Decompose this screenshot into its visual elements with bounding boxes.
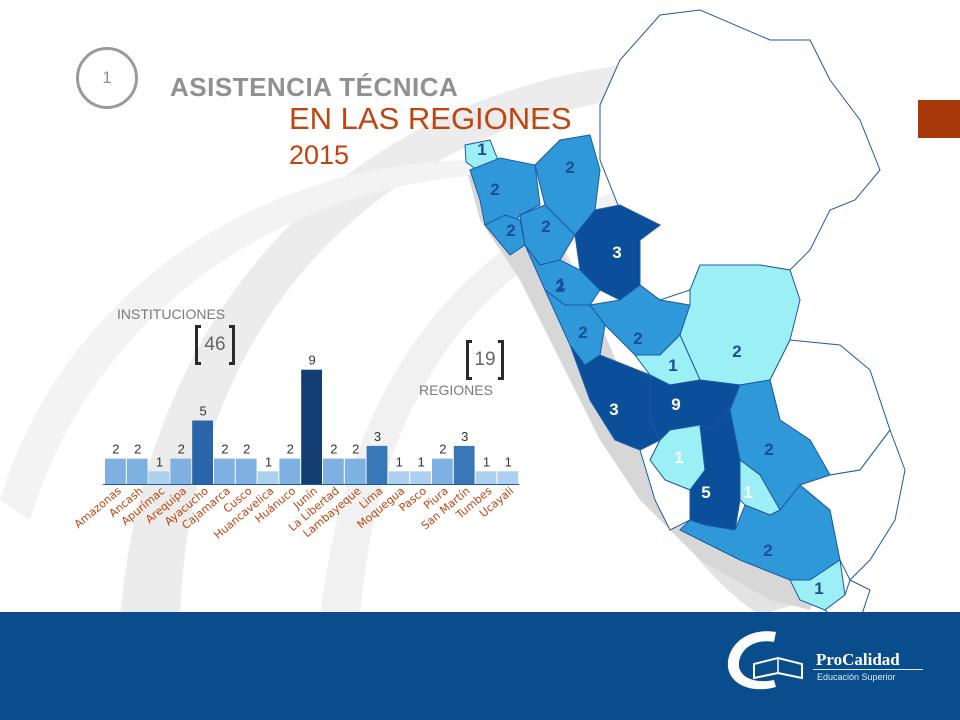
bar-0 <box>105 458 126 484</box>
background-arcs <box>0 58 810 620</box>
bar-value-label-9: 9 <box>308 353 315 368</box>
logo-divider <box>813 669 923 670</box>
bar-value-label-7: 1 <box>265 454 272 469</box>
bar-value-label-14: 1 <box>417 454 424 469</box>
bar-value-label-0: 2 <box>112 442 119 457</box>
bar-11 <box>344 458 366 484</box>
bar-3 <box>170 458 192 484</box>
footer-band <box>0 612 960 720</box>
bar-value-label-5: 2 <box>221 442 228 457</box>
map-count-label-15: 2 <box>764 440 773 459</box>
bar-13 <box>388 471 410 484</box>
bar-6 <box>235 458 257 484</box>
logo-name: ProCalidad <box>816 650 900 669</box>
bar-14 <box>410 471 431 484</box>
bar-value-label-8: 2 <box>287 442 294 457</box>
bar-5 <box>214 458 235 484</box>
bar-value-label-3: 2 <box>178 442 185 457</box>
map-count-label-4: 2 <box>506 221 515 240</box>
map-count-label-14: 1 <box>674 448 683 467</box>
bar-value-label-13: 1 <box>396 454 403 469</box>
bar-value-label-17: 1 <box>483 454 490 469</box>
bar-value-label-4: 5 <box>199 404 206 419</box>
bar-15 <box>432 458 453 484</box>
bar-16 <box>453 445 475 484</box>
map-region-ayacucho <box>689 408 761 531</box>
bar-17 <box>475 471 497 484</box>
bar-8 <box>279 458 301 484</box>
step-number-circle: 1 <box>76 47 138 109</box>
regions-total: 19 <box>466 340 504 380</box>
bar-value-label-11: 2 <box>352 442 359 457</box>
bar-value-label-2: 1 <box>156 454 163 469</box>
bar-value-label-10: 2 <box>330 442 337 457</box>
bar-1 <box>126 458 148 484</box>
institutions-label: INSTITUCIONES <box>117 306 226 322</box>
map-count-label-11: 1 <box>556 275 565 294</box>
bar-value-label-1: 2 <box>134 442 141 457</box>
map-count-label-17: 1 <box>743 483 752 502</box>
logo-c-shape <box>727 631 776 690</box>
map-count-label-10: 1 <box>668 356 677 375</box>
map-count-label-0: 1 <box>477 140 486 159</box>
bar-2 <box>148 471 170 484</box>
map-region-loreto <box>599 9 881 301</box>
map-count-label-18: 2 <box>763 541 772 560</box>
regions-label: REGIONES <box>419 382 493 398</box>
map-count-label-13: 9 <box>671 395 680 414</box>
institutions-total: 46 <box>195 325 235 365</box>
procalidad-logo-mark <box>727 631 803 690</box>
bar-value-label-18: 1 <box>505 454 512 469</box>
title-line1: ASISTENCIA TÉCNICA <box>170 72 459 102</box>
bar-10 <box>323 458 344 484</box>
title-line2: EN LAS REGIONES <box>289 101 572 136</box>
bar-value-label-6: 2 <box>243 442 250 457</box>
map-count-label-2: 2 <box>490 180 499 199</box>
title-year: 2015 <box>289 140 350 170</box>
map-count-label-5: 2 <box>555 277 564 296</box>
bar-4 <box>192 420 213 484</box>
bar-7 <box>257 471 279 484</box>
map-count-label-9: 2 <box>732 342 741 361</box>
map-count-label-19: 1 <box>814 579 823 598</box>
logo-subtitle: Educación Superior <box>817 672 896 682</box>
map-region-puno <box>798 428 906 581</box>
bar-value-label-12: 3 <box>374 429 381 444</box>
map-count-label-3: 2 <box>541 217 550 236</box>
bar-value-label-16: 3 <box>461 429 468 444</box>
map-count-label-16: 5 <box>701 483 710 502</box>
map-count-label-7: 2 <box>578 323 587 342</box>
bar-9 <box>301 369 322 484</box>
bar-18 <box>497 471 519 484</box>
map-count-label-1: 2 <box>565 158 574 177</box>
side-tab-marker <box>918 100 960 138</box>
map-count-label-8: 2 <box>633 329 642 348</box>
map-count-label-6: 3 <box>612 243 621 262</box>
bar-value-label-15: 2 <box>439 442 446 457</box>
map-count-label-12: 3 <box>609 400 618 419</box>
bar-12 <box>366 445 388 484</box>
